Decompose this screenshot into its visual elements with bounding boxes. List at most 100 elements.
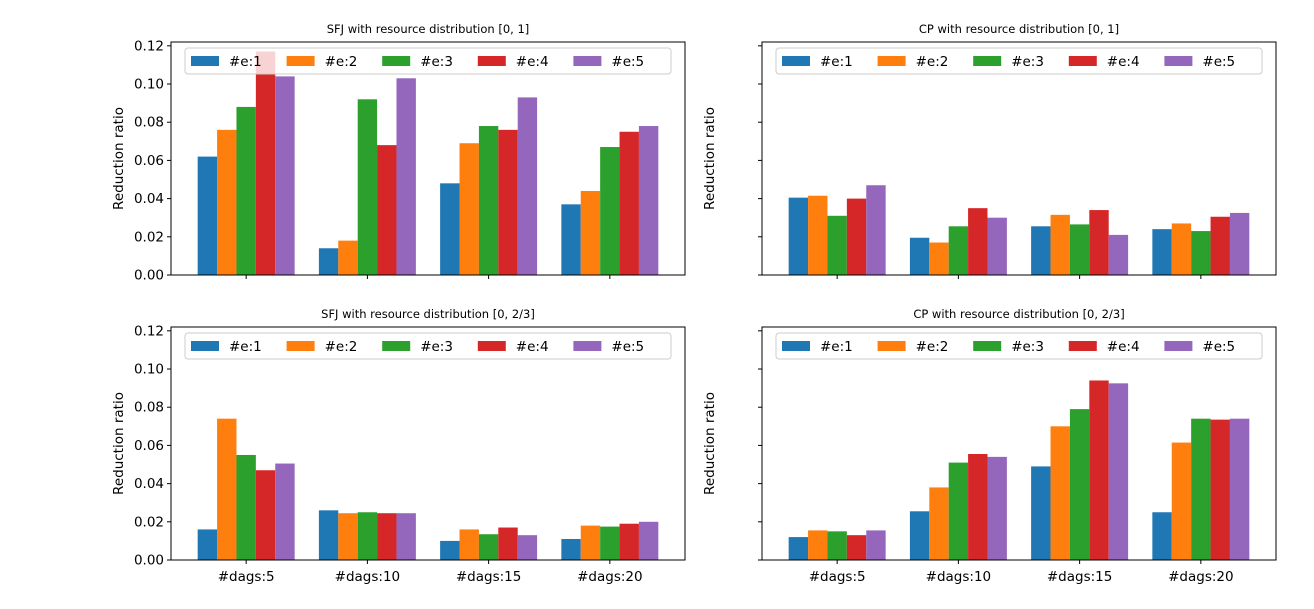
bar	[909, 237, 930, 275]
bar	[377, 513, 397, 560]
bar	[478, 126, 499, 275]
legend-label: #e:4	[516, 339, 549, 355]
bar	[827, 531, 847, 560]
legend-label: #e:2	[916, 339, 949, 355]
y-tick-label: 0.08	[134, 115, 164, 131]
legend-label: #e:1	[820, 54, 853, 70]
panel-title: SFJ with resource distribution [0, 2/3]	[321, 307, 535, 321]
bar	[1229, 212, 1250, 275]
bar	[846, 198, 867, 275]
legend-swatch	[382, 341, 411, 351]
bar	[948, 462, 969, 560]
legend-swatch	[477, 341, 506, 351]
bar	[377, 145, 397, 275]
legend-label: #e:5	[1202, 54, 1235, 70]
bar	[1171, 223, 1192, 275]
bar	[909, 511, 930, 560]
legend-swatch	[1068, 56, 1097, 66]
bar	[600, 147, 620, 275]
bar	[255, 470, 276, 560]
legend-swatch	[1164, 341, 1193, 351]
bar	[275, 76, 295, 275]
bars	[197, 51, 659, 276]
legend-swatch	[877, 341, 906, 351]
legend-label: #e:3	[420, 54, 453, 70]
bar	[929, 242, 949, 275]
bars	[788, 380, 1250, 560]
bar	[217, 418, 237, 560]
legend-label: #e:4	[516, 54, 549, 70]
bar	[357, 512, 378, 560]
x-tick-label: #dags:5	[218, 569, 275, 585]
y-axis-label: Reduction ratio	[702, 107, 718, 210]
legend-label: #e:1	[820, 339, 853, 355]
bar	[459, 143, 479, 275]
y-tick-label: 0.08	[134, 400, 164, 416]
bar	[788, 197, 809, 275]
bar	[396, 78, 416, 275]
legend-swatch	[973, 341, 1002, 351]
bar	[580, 525, 601, 560]
bar	[1210, 216, 1230, 275]
legend-label: #e:2	[325, 339, 358, 355]
legend-label: #e:5	[611, 54, 644, 70]
bar	[1191, 418, 1211, 560]
panel-title: CP with resource distribution [0, 2/3]	[913, 307, 1124, 321]
bar	[1031, 466, 1051, 560]
bar	[197, 156, 218, 275]
bar	[987, 217, 1007, 275]
bar	[318, 510, 339, 560]
legend-swatch	[286, 56, 315, 66]
bar	[318, 248, 339, 275]
y-axis-label: Reduction ratio	[111, 392, 127, 495]
bar	[788, 537, 809, 560]
bar	[561, 538, 581, 560]
axes-frame	[761, 326, 1277, 561]
bar	[1210, 419, 1230, 560]
bar	[948, 226, 969, 275]
bar	[1152, 229, 1172, 275]
x-tick-label: #dags:20	[577, 569, 642, 585]
legend-frame	[775, 47, 1263, 75]
bar	[1191, 231, 1211, 275]
bar	[561, 204, 581, 275]
bar	[638, 521, 659, 560]
legend-swatch	[877, 56, 906, 66]
x-tick-label: #dags:15	[1047, 569, 1112, 585]
axes-frame	[170, 41, 686, 276]
bar	[517, 535, 538, 560]
legend-swatch	[573, 56, 602, 66]
bar	[478, 534, 499, 560]
legend-swatch	[1164, 56, 1193, 66]
legend-swatch	[782, 56, 810, 66]
legend: #e:1 #e:2 #e:3 #e:4 #e:5	[775, 332, 1263, 360]
y-axis-label: Reduction ratio	[702, 392, 718, 495]
bar	[1089, 380, 1109, 560]
bar	[866, 530, 886, 560]
legend-label: #e:1	[229, 339, 262, 355]
legend-label: #e:2	[325, 54, 358, 70]
legend: #e:1 #e:2 #e:3 #e:4 #e:5	[184, 332, 672, 360]
bar	[1050, 214, 1070, 275]
bar	[517, 97, 538, 275]
y-tick-label: 0.12	[134, 323, 164, 339]
bar	[929, 487, 949, 560]
legend-frame	[184, 47, 672, 75]
y-tick-label: 0.10	[134, 362, 164, 378]
legend-swatch	[973, 56, 1002, 66]
legend: #e:1 #e:2 #e:3 #e:4 #e:5	[184, 47, 672, 75]
y-tick-label: 0.06	[134, 438, 164, 454]
x-tick-label: #dags:10	[335, 569, 400, 585]
x-tick-label: #dags:10	[926, 569, 991, 585]
legend-frame	[775, 332, 1263, 360]
bar	[440, 540, 460, 560]
panel-sfj-0-2-3: SFJ with resource distribution [0, 2/3] …	[111, 307, 686, 585]
bar	[1152, 512, 1172, 560]
bar	[275, 463, 295, 560]
bar	[987, 456, 1007, 560]
bar	[338, 513, 358, 560]
bar	[498, 527, 518, 560]
y-tick-label: 0.00	[134, 268, 164, 284]
bar	[866, 185, 886, 275]
